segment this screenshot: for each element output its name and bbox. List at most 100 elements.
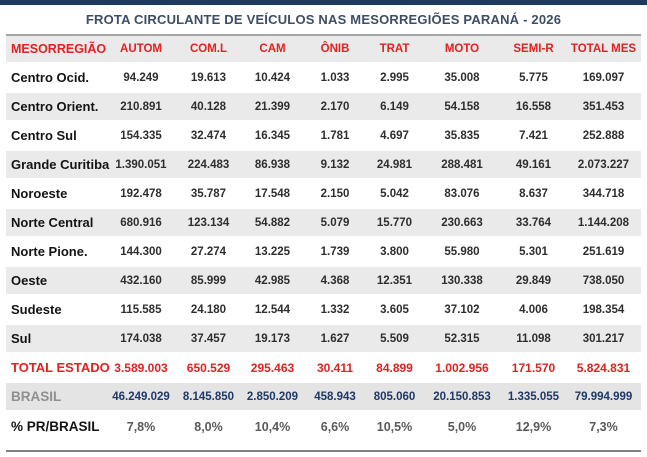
value-cell: 1.390.051	[106, 151, 176, 178]
value-cell: 738.050	[566, 267, 641, 294]
value-cell: 86.938	[241, 151, 304, 178]
value-cell: 7,8%	[106, 412, 176, 441]
value-cell: 458.943	[304, 383, 366, 410]
value-cell: 8.637	[501, 180, 566, 207]
value-cell: 224.483	[176, 151, 241, 178]
table-row-noroeste: Noroeste 192.478 35.787 17.548 2.150 5.042 83.…	[6, 180, 641, 207]
value-cell: 5.509	[366, 325, 423, 352]
table-row--pr-brasil: % PR/BRASIL 7,8% 8,0% 10,4% 6,6% 10,5% 5,0% 12,…	[6, 412, 641, 441]
value-cell: 4.697	[366, 122, 423, 149]
value-cell: 35.008	[423, 64, 501, 91]
value-cell: 192.478	[106, 180, 176, 207]
region-cell: Noroeste	[6, 180, 106, 207]
value-cell: 3.605	[366, 296, 423, 323]
table-row-centro-orient-: Centro Orient. 210.891 40.128 21.399 2.170 6.…	[6, 93, 641, 120]
region-cell: Sudeste	[6, 296, 106, 323]
value-cell: 198.354	[566, 296, 641, 323]
value-cell: 210.891	[106, 93, 176, 120]
value-cell: 252.888	[566, 122, 641, 149]
value-cell: 8.145.850	[176, 383, 241, 410]
table-row-brasil: BRASIL 46.249.029 8.145.850 2.850.209 458.94…	[6, 383, 641, 410]
value-cell: 115.585	[106, 296, 176, 323]
value-cell: 344.718	[566, 180, 641, 207]
value-cell: 5.824.831	[566, 354, 641, 381]
value-cell: 29.849	[501, 267, 566, 294]
table-row-norte-pione-: Norte Pione. 144.300 27.274 13.225 1.739 3.80…	[6, 238, 641, 265]
column-header--nib: ÔNIB	[304, 34, 366, 62]
value-cell: 680.916	[106, 209, 176, 236]
value-cell: 40.128	[176, 93, 241, 120]
region-cell: Centro Ocid.	[6, 64, 106, 91]
column-header-cam: CAM	[241, 34, 304, 62]
value-cell: 1.627	[304, 325, 366, 352]
value-cell: 288.481	[423, 151, 501, 178]
value-cell: 3.589.003	[106, 354, 176, 381]
value-cell: 37.102	[423, 296, 501, 323]
value-cell: 174.038	[106, 325, 176, 352]
header-row: MESORREGIÃO AUTOM COM.L CAM ÔNIB TRAT MOTO SEMI…	[6, 34, 641, 62]
table-row-sudeste: Sudeste 115.585 24.180 12.544 1.332 3.605 37.1…	[6, 296, 641, 323]
value-cell: 10,5%	[366, 412, 423, 441]
table-row-grande-curitiba: Grande Curitiba 1.390.051 224.483 86.938 9.1…	[6, 151, 641, 178]
value-cell: 169.097	[566, 64, 641, 91]
region-cell: BRASIL	[6, 383, 106, 410]
value-cell: 251.619	[566, 238, 641, 265]
value-cell: 5.775	[501, 64, 566, 91]
value-cell: 1.739	[304, 238, 366, 265]
column-header-mesorregi-o: MESORREGIÃO	[6, 34, 106, 62]
value-cell: 2.170	[304, 93, 366, 120]
value-cell: 1.002.956	[423, 354, 501, 381]
region-cell: Oeste	[6, 267, 106, 294]
value-cell: 54.158	[423, 93, 501, 120]
table-row-total-estado: TOTAL ESTADO 3.589.003 650.529 295.463 30.41…	[6, 354, 641, 381]
value-cell: 85.999	[176, 267, 241, 294]
value-cell: 94.249	[106, 64, 176, 91]
value-cell: 351.453	[566, 93, 641, 120]
value-cell: 12.544	[241, 296, 304, 323]
column-header-autom: AUTOM	[106, 34, 176, 62]
page-title: FROTA CIRCULANTE DE VEÍCULOS NAS MESORRE…	[85, 12, 562, 27]
value-cell: 144.300	[106, 238, 176, 265]
value-cell: 35.787	[176, 180, 241, 207]
value-cell: 11.098	[501, 325, 566, 352]
table-row-norte-central: Norte Central 680.916 123.134 54.882 5.079 15…	[6, 209, 641, 236]
value-cell: 13.225	[241, 238, 304, 265]
value-cell: 16.345	[241, 122, 304, 149]
table-row-centro-sul: Centro Sul 154.335 32.474 16.345 1.781 4.697 3…	[6, 122, 641, 149]
value-cell: 10,4%	[241, 412, 304, 441]
region-cell: Norte Central	[6, 209, 106, 236]
value-cell: 805.060	[366, 383, 423, 410]
value-cell: 9.132	[304, 151, 366, 178]
region-cell: Grande Curitiba	[6, 151, 109, 178]
value-cell: 19.173	[241, 325, 304, 352]
value-cell: 6,6%	[304, 412, 366, 441]
value-cell: 2.850.209	[241, 383, 304, 410]
value-cell: 2.150	[304, 180, 366, 207]
table-row-sul: Sul 174.038 37.457 19.173 1.627 5.509 52.315 11…	[6, 325, 641, 352]
value-cell: 35.835	[423, 122, 501, 149]
region-cell: Centro Orient.	[6, 93, 106, 120]
table-header: MESORREGIÃO AUTOM COM.L CAM ÔNIB TRAT MOTO SEMI…	[6, 34, 641, 62]
value-cell: 84.899	[366, 354, 423, 381]
value-cell: 171.570	[501, 354, 566, 381]
region-cell: TOTAL ESTADO	[6, 354, 110, 381]
region-cell: Norte Pione.	[6, 238, 106, 265]
bottom-divider	[6, 450, 641, 452]
value-cell: 130.338	[423, 267, 501, 294]
value-cell: 20.150.853	[423, 383, 501, 410]
value-cell: 12,9%	[501, 412, 566, 441]
value-cell: 30.411	[304, 354, 366, 381]
region-cell: % PR/BRASIL	[6, 412, 106, 441]
value-cell: 12.351	[366, 267, 423, 294]
value-cell: 650.529	[176, 354, 241, 381]
value-cell: 4.006	[501, 296, 566, 323]
value-cell: 21.399	[241, 93, 304, 120]
value-cell: 2.995	[366, 64, 423, 91]
value-cell: 15.770	[366, 209, 423, 236]
value-cell: 8,0%	[176, 412, 241, 441]
region-cell: Sul	[6, 325, 106, 352]
value-cell: 4.368	[304, 267, 366, 294]
column-header-com-l: COM.L	[176, 34, 241, 62]
value-cell: 3.800	[366, 238, 423, 265]
